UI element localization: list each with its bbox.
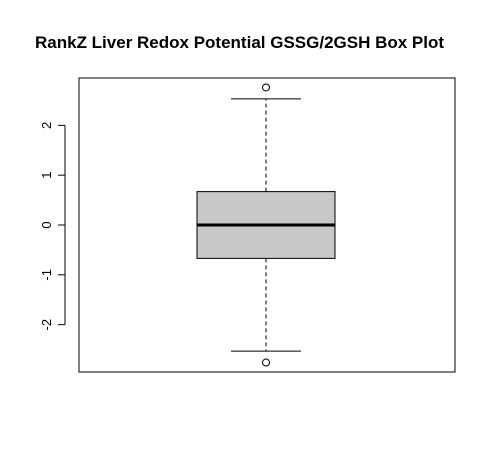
- y-tick-label: -1: [39, 269, 54, 281]
- outlier-point: [262, 83, 270, 92]
- box-plot: [196, 83, 336, 367]
- y-tick-label: 1: [39, 172, 54, 179]
- y-tick-label: -2: [39, 319, 54, 331]
- y-axis: -2 -1 0 1 2: [39, 122, 66, 331]
- y-tick-label: 2: [39, 122, 54, 129]
- chart-title: RankZ Liver Redox Potential GSSG/2GSH Bo…: [35, 33, 444, 52]
- plot-frame: [78, 77, 456, 373]
- outlier-point: [262, 358, 270, 367]
- y-tick-label: 0: [39, 221, 54, 228]
